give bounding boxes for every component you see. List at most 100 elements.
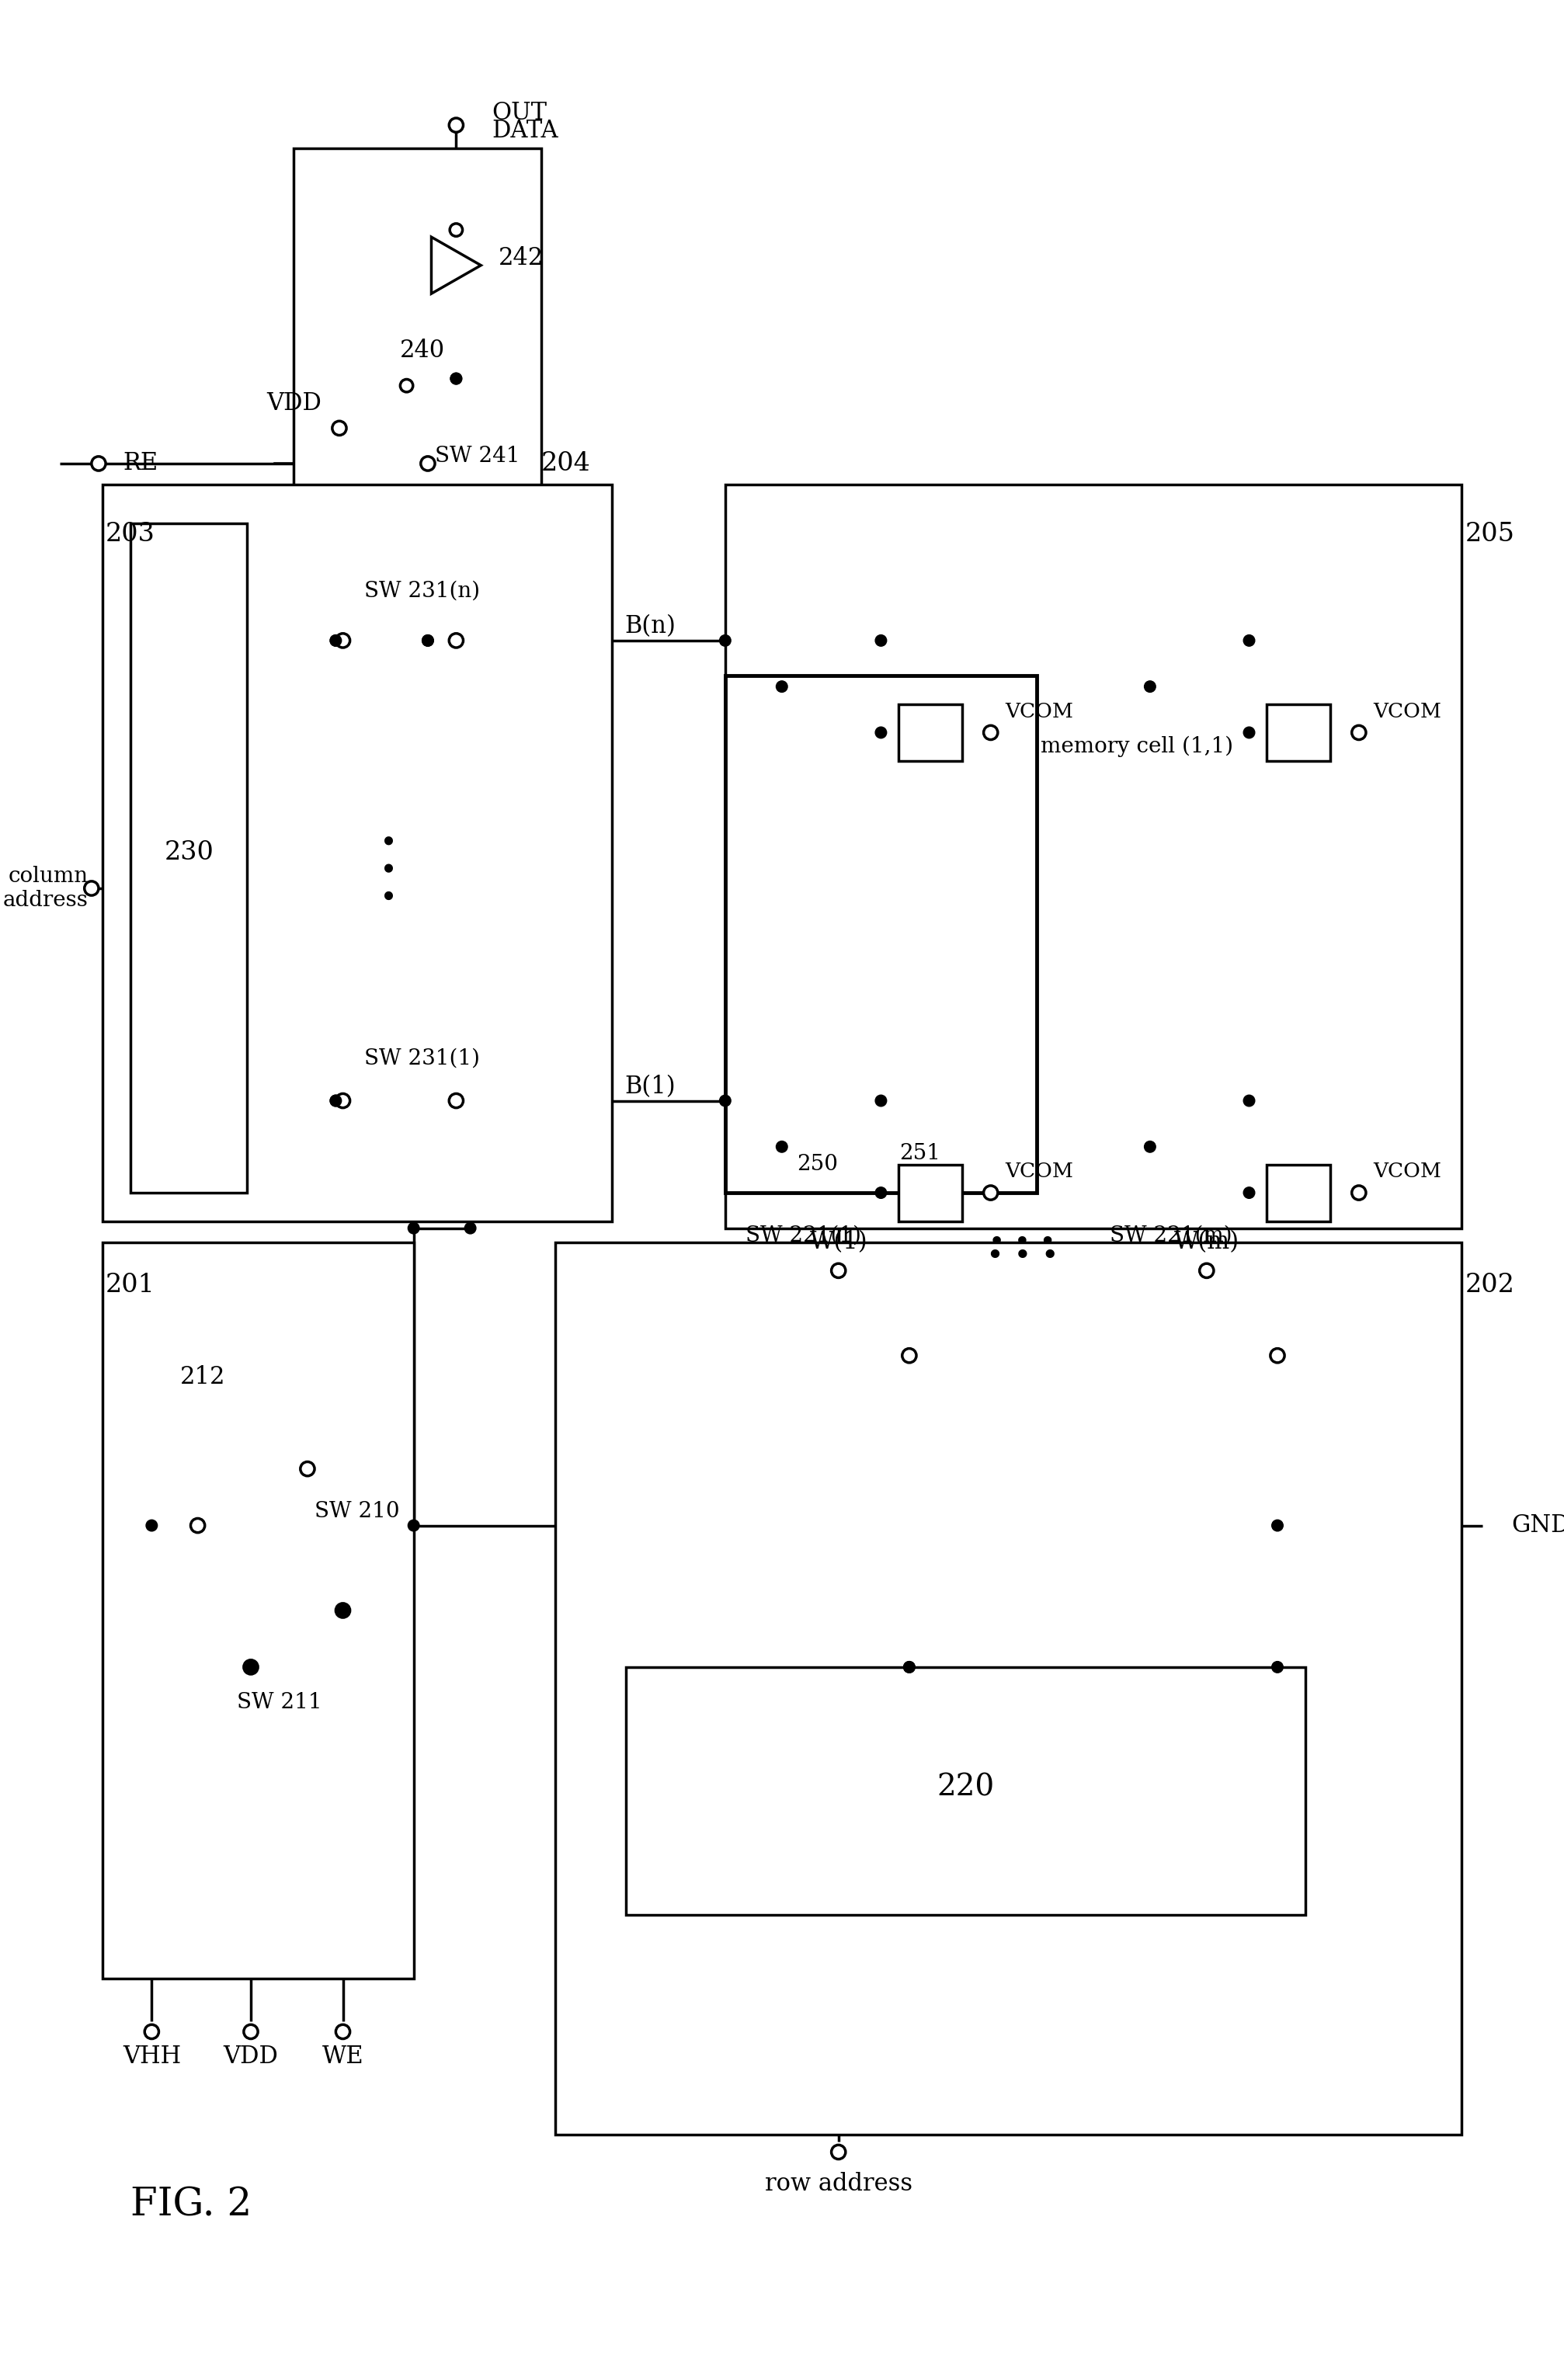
Text: SW 221(m): SW 221(m): [1110, 1226, 1232, 1245]
Circle shape: [902, 1349, 917, 1364]
Text: W(m): W(m): [1175, 1230, 1239, 1254]
Bar: [294, 148, 541, 516]
Circle shape: [408, 1521, 419, 1530]
Circle shape: [876, 1095, 887, 1107]
Circle shape: [246, 1661, 256, 1673]
Circle shape: [449, 633, 463, 647]
Text: memory cell (1,1): memory cell (1,1): [1040, 735, 1232, 757]
Circle shape: [465, 1223, 475, 1233]
Circle shape: [1145, 1140, 1156, 1152]
Circle shape: [450, 374, 461, 383]
Bar: [1267, 704, 1331, 762]
Circle shape: [1145, 681, 1156, 693]
Circle shape: [244, 1659, 258, 1673]
Circle shape: [719, 1095, 730, 1107]
Circle shape: [904, 1661, 915, 1673]
Text: SW 231(1): SW 231(1): [364, 1047, 480, 1069]
Text: VDD: VDD: [224, 2044, 278, 2068]
Circle shape: [832, 1264, 846, 1278]
Circle shape: [244, 2025, 258, 2040]
Circle shape: [1351, 726, 1365, 740]
Circle shape: [449, 1095, 463, 1107]
Circle shape: [1243, 1095, 1254, 1107]
Circle shape: [336, 633, 350, 647]
Text: VDD: VDD: [266, 390, 322, 416]
Text: SW 241: SW 241: [435, 445, 519, 466]
Text: column
address: column address: [3, 866, 88, 912]
Text: VCOM: VCOM: [1004, 1161, 1073, 1180]
Circle shape: [330, 1095, 341, 1107]
Text: 212: 212: [180, 1364, 225, 1390]
Bar: [102, 1242, 413, 1978]
Circle shape: [1272, 1661, 1282, 1673]
Text: GND: GND: [1511, 1514, 1564, 1537]
Circle shape: [1243, 726, 1254, 738]
Text: WE: WE: [322, 2044, 364, 2068]
Text: • • •: • • •: [378, 831, 407, 904]
Circle shape: [876, 1188, 887, 1200]
Circle shape: [984, 726, 998, 740]
Text: 251: 251: [899, 1142, 940, 1164]
Circle shape: [408, 1223, 419, 1233]
Text: 202: 202: [1465, 1273, 1514, 1297]
Text: 220: 220: [937, 1773, 995, 1802]
Circle shape: [330, 1095, 341, 1107]
Text: 201: 201: [106, 1273, 155, 1297]
Circle shape: [330, 635, 341, 647]
Circle shape: [421, 457, 435, 471]
Polygon shape: [432, 238, 480, 293]
Circle shape: [336, 1604, 350, 1618]
Circle shape: [191, 1518, 205, 1533]
Circle shape: [422, 635, 433, 647]
Circle shape: [1351, 1185, 1365, 1200]
Text: VCOM: VCOM: [1004, 702, 1073, 721]
Bar: [1267, 1164, 1331, 1221]
Circle shape: [776, 681, 788, 693]
Text: 204: 204: [541, 452, 591, 476]
Text: row address: row address: [765, 2173, 912, 2197]
Circle shape: [450, 374, 461, 383]
Text: 242: 242: [499, 245, 544, 271]
Circle shape: [876, 726, 887, 738]
Text: RE: RE: [124, 452, 158, 476]
Text: 230: 230: [164, 840, 214, 866]
Bar: [726, 676, 1037, 1192]
Circle shape: [832, 2144, 846, 2159]
Bar: [626, 1666, 1306, 1916]
Circle shape: [1243, 1188, 1254, 1200]
Circle shape: [450, 224, 463, 236]
Circle shape: [144, 2025, 160, 2040]
Text: SW 211: SW 211: [236, 1692, 322, 1714]
Bar: [130, 524, 247, 1192]
Text: 240: 240: [399, 338, 444, 362]
Bar: [899, 1164, 962, 1221]
Circle shape: [422, 635, 433, 647]
Text: SW 210: SW 210: [314, 1502, 400, 1521]
Circle shape: [330, 635, 341, 647]
Bar: [899, 704, 962, 762]
Text: VHH: VHH: [122, 2044, 181, 2068]
Circle shape: [1490, 1518, 1505, 1533]
Circle shape: [92, 457, 106, 471]
Text: B(1): B(1): [624, 1073, 676, 1100]
Circle shape: [1243, 635, 1254, 647]
Text: VCOM: VCOM: [1373, 702, 1442, 721]
Bar: [726, 486, 1461, 1228]
Circle shape: [336, 1095, 350, 1107]
Text: FIG. 2: FIG. 2: [130, 2185, 252, 2225]
Circle shape: [336, 2025, 350, 2040]
Circle shape: [904, 1661, 915, 1673]
Circle shape: [876, 635, 887, 647]
Circle shape: [400, 378, 413, 393]
Circle shape: [776, 1140, 788, 1152]
Text: VCOM: VCOM: [1373, 1161, 1442, 1180]
Circle shape: [1272, 1521, 1282, 1530]
Text: 203: 203: [106, 521, 155, 547]
Circle shape: [84, 881, 99, 895]
Text: SW 231(n): SW 231(n): [364, 581, 480, 602]
Text: • • •: • • •: [988, 1228, 1056, 1257]
Circle shape: [332, 421, 346, 436]
Bar: [102, 486, 612, 1221]
Circle shape: [984, 1185, 998, 1200]
Circle shape: [719, 635, 730, 647]
